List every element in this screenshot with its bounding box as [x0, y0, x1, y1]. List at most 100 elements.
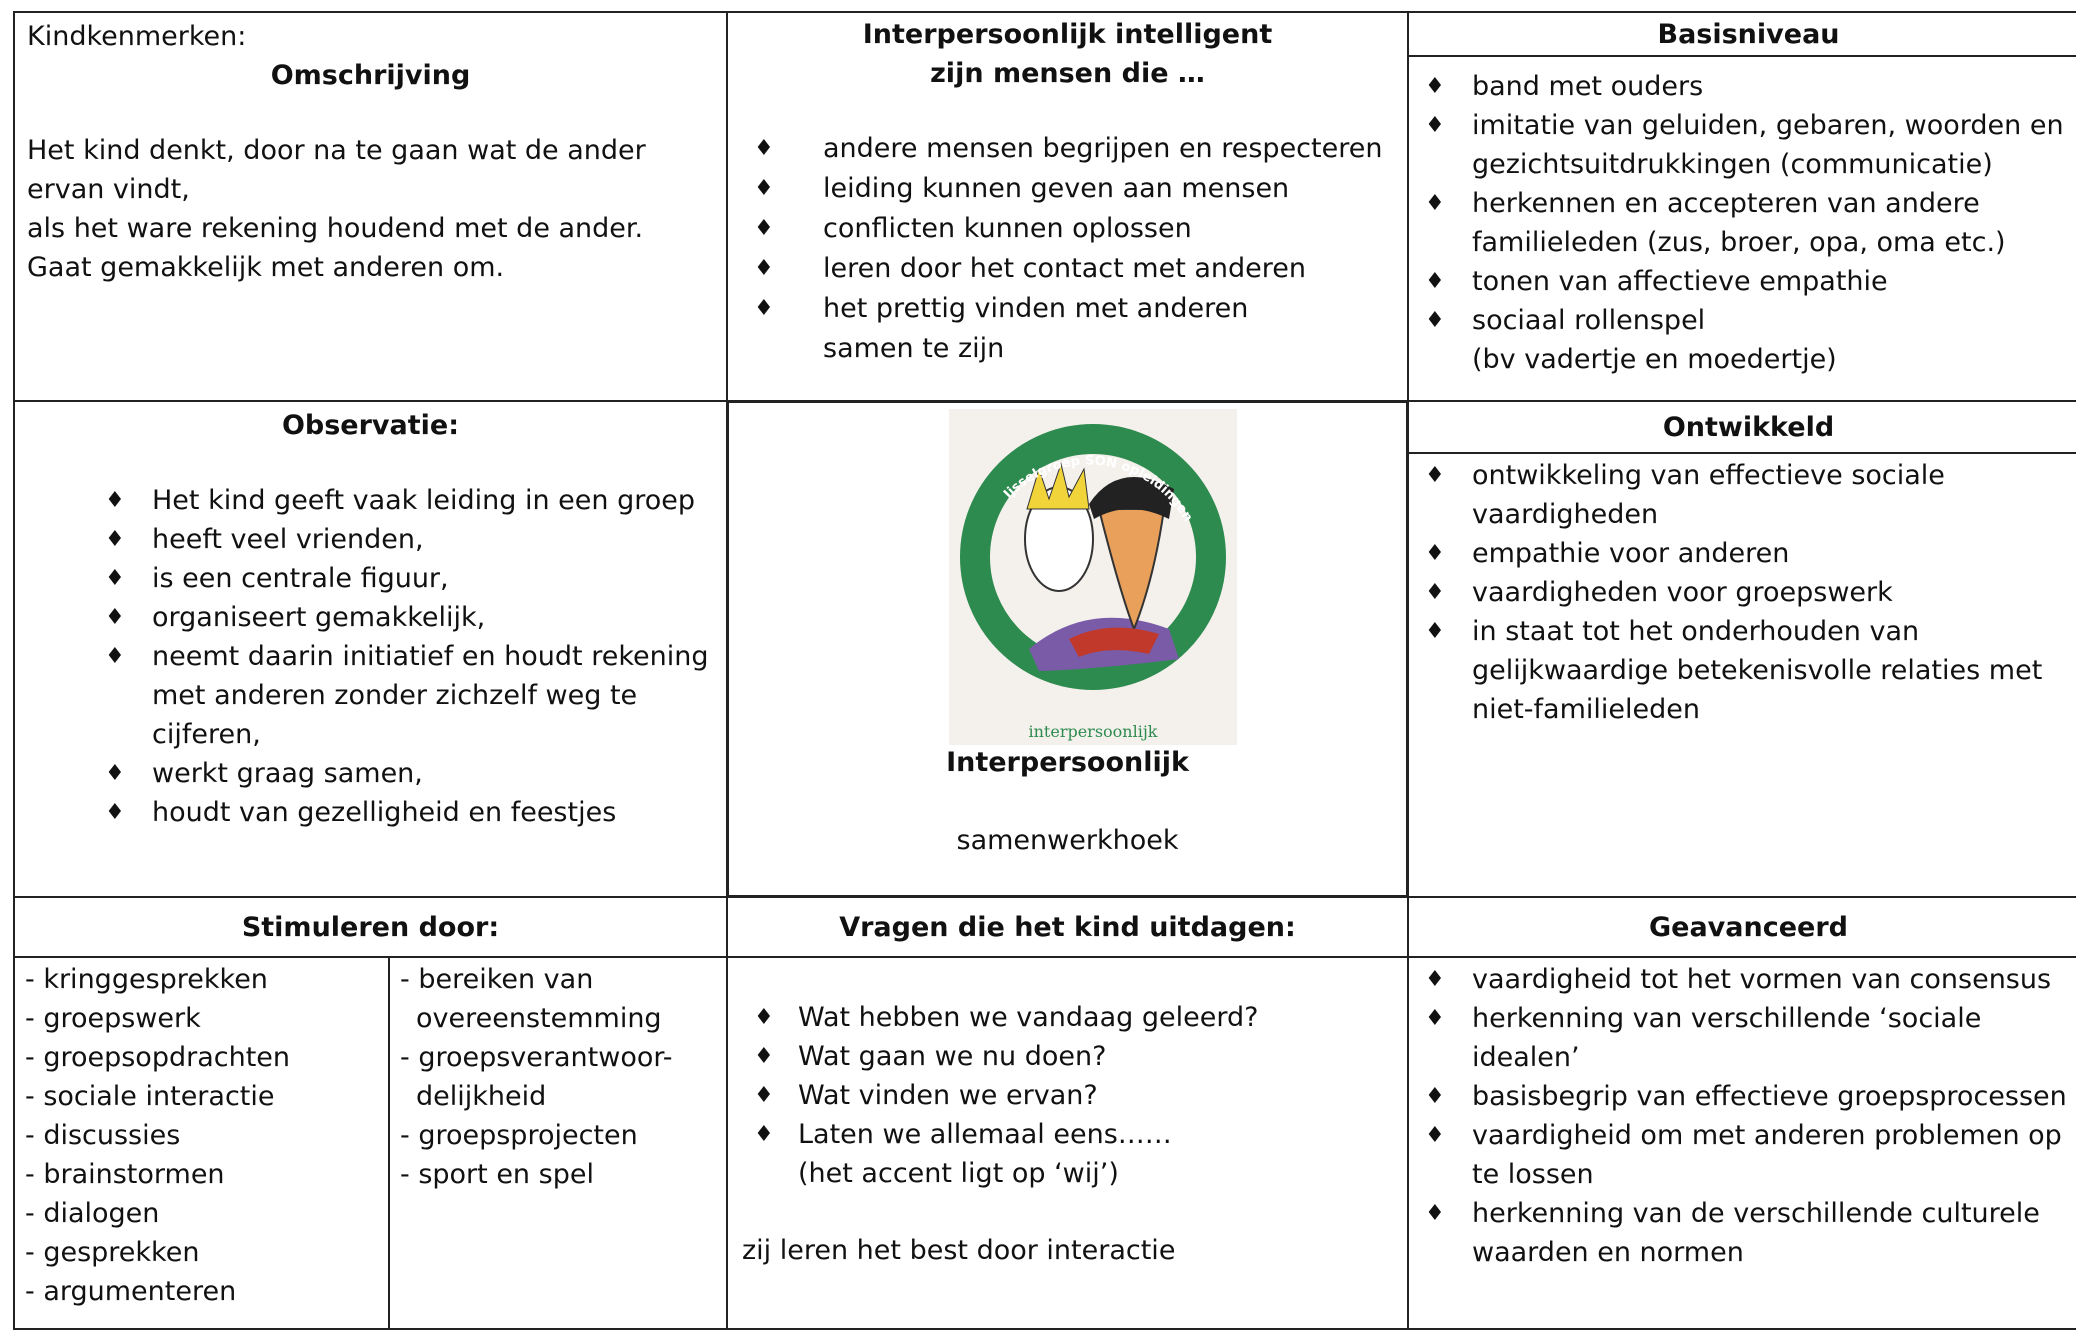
item-text: vaardigheid tot het vormen van consensus	[1472, 964, 2052, 995]
logo: Ijsselgroep SON opleidingeninterpersoonl…	[949, 409, 1237, 745]
vragen-cell: Vragen die het kind uitdagen: Wat hebben …	[726, 896, 1409, 1330]
item-text: andere mensen begrijpen en respecteren	[823, 133, 1383, 164]
column-1: - kringgesprekken - groepswerk - groepsopd…	[15, 958, 390, 1328]
cell-title: Basisniveau	[1409, 13, 2076, 57]
column-item: - dialogen	[25, 1198, 160, 1229]
center-title: Interpersoonlijk	[946, 747, 1189, 778]
item-text: vaardigheden voor groepswerk	[1472, 577, 1893, 608]
list-item: herkennen en accepteren van andere famil…	[1409, 184, 2076, 262]
title-line: zijn mensen die …	[930, 58, 1205, 89]
description: Het kind denkt, door na te gaan wat de a…	[27, 131, 714, 287]
list-item: vaardigheden voor groepswerk	[1409, 573, 2076, 612]
cell-title: Omschrijving	[270, 60, 471, 91]
column-item: - groepsopdrachten	[25, 1042, 291, 1073]
item-text: samen te zijn	[823, 333, 1005, 364]
list-item: in staat tot het onderhouden van gelijkw…	[1409, 612, 2076, 729]
bullet-list: Wat hebben we vandaag geleerd? Wat gaan w…	[738, 998, 1397, 1193]
description-line: Het kind denkt, door na te gaan wat de a…	[27, 135, 646, 205]
item-text: herkenning van de verschillende culturel…	[1472, 1198, 2040, 1268]
item-text: herkenning van verschillende ‘sociale id…	[1472, 1003, 1982, 1073]
item-text: vaardigheid om met anderen problemen op …	[1472, 1120, 2062, 1190]
cell-title: Ontwikkeld	[1409, 402, 2076, 454]
list-item: tonen van affectieve empathie	[1409, 262, 2076, 301]
list-item: empathie voor anderen	[1409, 534, 2076, 573]
column-item: - sport en spel	[400, 1159, 594, 1190]
omschrijving-cell: Kindkenmerken: Omschrijving Het kind denkt…	[13, 11, 728, 402]
bullet-list: vaardigheid tot het vormen van consensus…	[1409, 960, 2076, 1272]
column-item: - kringgesprekken	[25, 964, 268, 995]
item-text: empathie voor anderen	[1472, 538, 1790, 569]
item-text: in staat tot het onderhouden van gelijkw…	[1472, 616, 2043, 725]
column-item-line: - bereiken van	[400, 964, 594, 995]
column-item: - bereiken van overeenstemming	[400, 960, 726, 1038]
item-text: imitatie van geluiden, gebaren, woorden …	[1472, 110, 2064, 180]
observatie-cell: Observatie: Het kind geeft vaak leiding i…	[13, 400, 728, 898]
item-text: (het accent ligt op ‘wij’)	[798, 1158, 1119, 1189]
list-item: Wat hebben we vandaag geleerd?	[738, 998, 1397, 1037]
list-item: herkenning van de verschillende culturel…	[1409, 1194, 2076, 1272]
note: zij leren het best door interactie	[742, 1235, 1176, 1266]
bullet-list: ontwikkeling van effectieve sociale vaar…	[1409, 456, 2076, 729]
list-item: imitatie van geluiden, gebaren, woorden …	[1409, 106, 2076, 184]
stimuleren-cell: Stimuleren door: - kringgesprekken - groep…	[13, 896, 728, 1330]
list-item: sociaal rollenspel (bv vadertje en moeder…	[1409, 301, 2076, 379]
list-item: leren door het contact met anderen	[738, 249, 1397, 289]
item-text: Wat vinden we ervan?	[798, 1080, 1098, 1111]
list-item: vaardigheid om met anderen problemen op …	[1409, 1116, 2076, 1194]
item-text: conflicten kunnen oplossen	[823, 213, 1192, 244]
item-text: ontwikkeling van effectieve sociale vaar…	[1472, 460, 1945, 530]
list-item: is een centrale figuur,	[25, 559, 716, 598]
item-text: Wat hebben we vandaag geleerd?	[798, 1002, 1259, 1033]
list-item: Wat gaan we nu doen?	[738, 1037, 1397, 1076]
list-item: herkenning van verschillende ‘sociale id…	[1409, 999, 2076, 1077]
column-item: - sociale interactie	[25, 1081, 275, 1112]
center-cell: Ijsselgroep SON opleidingen interpersoonl…	[726, 400, 1409, 898]
list-item: Wat vinden we ervan?	[738, 1076, 1397, 1115]
list-item: Het kind geeft vaak leiding in een groep	[25, 481, 716, 520]
item-text: band met ouders	[1472, 71, 1704, 102]
column-item-line: overeenstemming	[416, 1003, 662, 1034]
column-item-line: - groepsverantwoor-	[400, 1042, 673, 1073]
list-item: heeft veel vrienden,	[25, 520, 716, 559]
bullet-list: Het kind geeft vaak leiding in een groep…	[25, 481, 716, 832]
column-item: - brainstormen	[25, 1159, 225, 1190]
bullet-list: andere mensen begrijpen en respecteren le…	[738, 129, 1397, 369]
item-text: herkennen en accepteren van andere famil…	[1472, 188, 2006, 258]
column-item: - argumenteren	[25, 1276, 237, 1307]
list-item: vaardigheid tot het vormen van consensus	[1409, 960, 2076, 999]
basisniveau-cell: Basisniveau band met ouders imitatie van g…	[1407, 11, 2076, 402]
intelligent-cell: Interpersoonlijk intelligent zijn mensen …	[726, 11, 1409, 402]
item-text: is een centrale figuur,	[152, 563, 449, 594]
list-item: het prettig vinden met anderen samen te z…	[738, 289, 1397, 369]
center-subtitle: samenwerkhoek	[956, 825, 1179, 856]
logo-ring	[960, 424, 1226, 690]
cell-title: Observatie:	[281, 410, 460, 441]
column-item: - groepsprojecten	[400, 1120, 638, 1151]
list-item: neemt daarin initiatief en houdt rekenin…	[25, 637, 716, 754]
list-item: Laten we allemaal eens…… (het accent ligt…	[738, 1115, 1397, 1193]
description-line: Gaat gemakkelijk met anderen om.	[27, 252, 505, 283]
geavanceerd-cell: Geavanceerdvaardigheid tot het vormen va…	[1407, 896, 2076, 1330]
list-item: band met ouders	[1409, 67, 2076, 106]
item-text: (bv vadertje en moedertje)	[1472, 344, 1837, 375]
list-item: basisbegrip van effectieve groepsprocess…	[1409, 1077, 2076, 1116]
item-text: heeft veel vrienden,	[152, 524, 424, 555]
column-item: - discussies	[25, 1120, 181, 1151]
item-text: organiseert gemakkelijk,	[152, 602, 486, 633]
column-item: - groepsverantwoor-delijkheid	[400, 1038, 726, 1116]
ontwikkeld-cell: Ontwikkeld ontwikkeling van effectieve so…	[1407, 400, 2076, 898]
item-text: leiding kunnen geven aan mensen	[823, 173, 1290, 204]
list-item: houdt van gezelligheid en feestjes	[25, 793, 716, 832]
list-item: leiding kunnen geven aan mensen	[738, 169, 1397, 209]
bullet-list: band met ouders imitatie van geluiden, ge…	[1409, 67, 2076, 379]
item-text: Het kind geeft vaak leiding in een groep	[152, 485, 696, 516]
list-item: conflicten kunnen oplossen	[738, 209, 1397, 249]
logo-caption: interpersoonlijk	[1029, 722, 1158, 741]
cell-label: Kindkenmerken:	[27, 21, 247, 52]
column-2: - bereiken van overeenstemming - groepsver…	[400, 960, 726, 1194]
cell-title: Vragen die het kind uitdagen:	[728, 898, 1407, 958]
cell-title: Interpersoonlijk intelligent zijn mensen …	[738, 15, 1397, 93]
list-item: ontwikkeling van effectieve sociale vaar…	[1409, 456, 2076, 534]
item-text: neemt daarin initiatief en houdt rekenin…	[152, 641, 709, 750]
